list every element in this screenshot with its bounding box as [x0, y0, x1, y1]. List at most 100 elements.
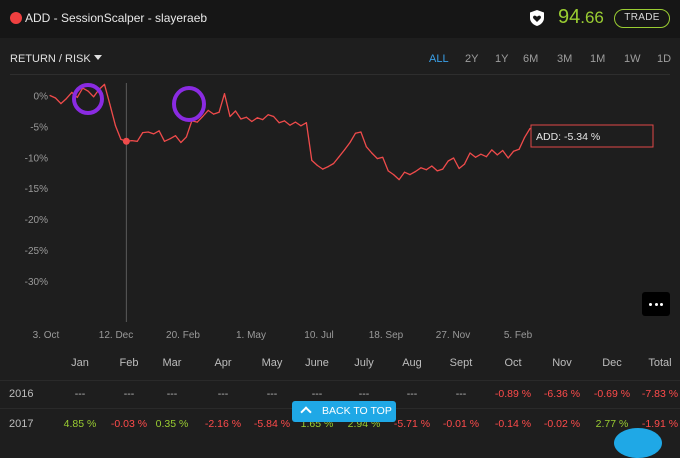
data-point	[463, 163, 466, 165]
data-point	[469, 152, 471, 154]
data-point	[278, 122, 280, 124]
data-point	[213, 113, 215, 115]
x-tick-label: 27. Nov	[436, 330, 470, 341]
table-cell: ---	[455, 388, 467, 400]
range-tab-1w[interactable]: 1W	[624, 53, 641, 65]
data-point	[393, 174, 395, 176]
data-point	[414, 170, 417, 173]
col-jan: Jan	[71, 357, 89, 369]
col-june: June	[305, 357, 329, 369]
y-tick-label: -15%	[25, 184, 48, 195]
shield-heart-icon	[530, 10, 544, 26]
data-point	[453, 157, 455, 159]
range-tab-1m[interactable]: 1M	[590, 53, 606, 65]
col-mar: Mar	[162, 357, 182, 369]
table-cell: -5.84 %	[253, 418, 291, 430]
col-may: May	[261, 357, 283, 369]
back-to-top-button[interactable]: BACK TO TOP	[292, 401, 396, 422]
table-cell: ---	[123, 388, 135, 400]
score-integer: 94	[558, 6, 581, 28]
data-point	[114, 125, 117, 127]
data-point	[507, 157, 509, 159]
data-point	[289, 124, 291, 126]
x-tick-label: 3. Oct	[33, 330, 60, 341]
data-point	[103, 83, 106, 85]
data-point	[196, 121, 198, 123]
data-point	[436, 170, 438, 172]
status-dot-icon	[10, 12, 22, 24]
table-cell: -6.36 %	[543, 388, 581, 400]
data-point	[333, 162, 335, 165]
x-tick-label: 18. Sep	[369, 330, 404, 341]
data-point	[60, 103, 62, 105]
data-point	[54, 97, 57, 99]
data-point	[163, 140, 166, 142]
data-point	[207, 109, 209, 111]
data-point	[245, 116, 247, 118]
more-dot-2	[654, 303, 658, 306]
return-risk-chart[interactable]: 0% -5% -10% -15% -20% -25% -30% 3. Oct 12. Dec 2…	[0, 76, 680, 346]
table-header: Jan Feb Mar Apr May June July Aug Sept O…	[0, 357, 680, 375]
col-july: July	[354, 357, 374, 369]
table-cell: -0.02 %	[543, 418, 581, 430]
data-point	[316, 164, 318, 166]
data-point	[327, 166, 329, 168]
table-row-2016: 2016 --- --- --- --- --- --- --- --- --- -0.89 % -…	[0, 388, 680, 406]
y-tick-label: -10%	[25, 153, 48, 164]
table-cell: ---	[217, 388, 229, 400]
x-tick-label: 1. May	[236, 330, 266, 341]
table-cell: ---	[166, 388, 178, 400]
range-tabs: ALL 2Y 1Y 6M 3M 1M 1W 1D	[0, 53, 680, 67]
data-point	[76, 96, 78, 98]
series-points	[49, 83, 531, 181]
trade-button[interactable]: TRADE	[614, 9, 670, 28]
annotation-circle-2	[172, 86, 206, 122]
table-cell: -0.69 %	[593, 388, 631, 400]
view-select[interactable]: RETURN / RISK	[10, 53, 102, 65]
series-line-add	[49, 83, 531, 181]
x-tick-label: 12. Dec	[99, 330, 133, 341]
table-cell: -0.01 %	[442, 418, 480, 430]
caret-down-icon	[93, 55, 102, 60]
table-cell: ---	[358, 388, 370, 400]
chat-bubble-icon[interactable]	[614, 428, 662, 458]
data-point	[267, 114, 269, 116]
toolbar-divider	[10, 74, 670, 75]
row-year: 2016	[9, 388, 34, 400]
range-tab-1y[interactable]: 1Y	[495, 53, 509, 65]
table-cell: -5.71 %	[393, 418, 431, 430]
data-point	[322, 168, 324, 170]
data-point	[71, 91, 73, 93]
data-point	[447, 160, 449, 162]
data-point	[382, 156, 384, 158]
table-cell: -7.83 %	[641, 388, 679, 400]
range-tab-2y[interactable]: 2Y	[465, 53, 479, 65]
range-tab-6m[interactable]: 6M	[523, 53, 539, 65]
data-point	[251, 120, 253, 123]
data-point	[502, 149, 504, 152]
more-options-button[interactable]	[642, 292, 670, 316]
table-cell: -1.91 %	[641, 418, 679, 430]
range-tab-all[interactable]: ALL	[429, 53, 449, 65]
range-tab-3m[interactable]: 3M	[557, 53, 573, 65]
data-point	[169, 138, 171, 140]
range-tab-1d[interactable]: 1D	[657, 53, 672, 65]
data-point	[185, 136, 187, 138]
data-point	[403, 171, 406, 173]
y-tick-label: -25%	[25, 246, 48, 257]
data-point	[180, 141, 182, 144]
table-cell: 4.85 %	[63, 418, 97, 430]
data-point	[523, 137, 526, 139]
data-point	[218, 111, 220, 113]
score-value: 94.66	[558, 6, 604, 29]
data-point	[109, 104, 111, 106]
data-point	[311, 159, 313, 161]
y-tick-label: 0%	[34, 92, 49, 103]
col-nov: Nov	[552, 357, 572, 369]
table-cell: -2.16 %	[204, 418, 242, 430]
y-axis: 0% -5% -10% -15% -20% -25% -30%	[25, 92, 48, 288]
tooltip-text: ADD: -5.34 %	[536, 131, 600, 143]
col-dec: Dec	[602, 357, 622, 369]
more-dot-3	[660, 303, 663, 306]
data-point	[174, 135, 177, 137]
